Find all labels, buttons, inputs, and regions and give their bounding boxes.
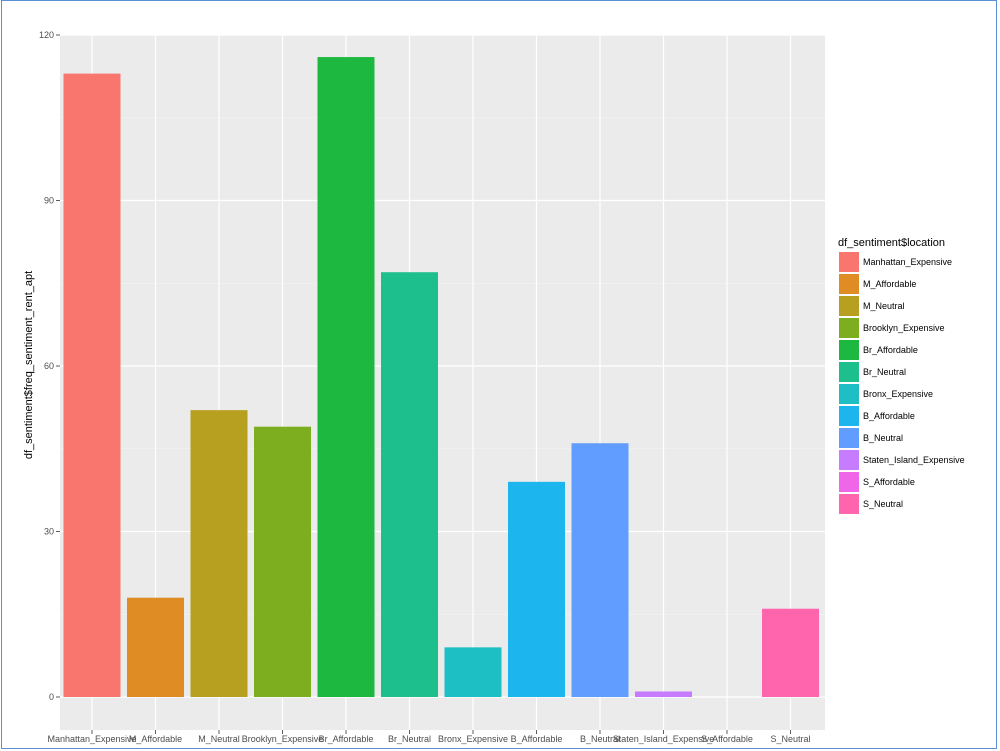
y-axis: 0 30 60 90 120 xyxy=(39,30,60,702)
legend-label: B_Neutral xyxy=(863,433,903,443)
legend-label: Manhattan_Expensive xyxy=(863,257,952,267)
grid-minor xyxy=(60,117,825,615)
x-tick-label: M_Affordable xyxy=(129,734,182,744)
y-tick-label: 120 xyxy=(39,30,54,40)
legend-key xyxy=(839,406,859,426)
legend-key xyxy=(839,384,859,404)
legend-key xyxy=(839,274,859,294)
legend-items: Manhattan_Expensive M_Affordable M_Neutral… xyxy=(839,252,965,514)
legend-label: M_Neutral xyxy=(863,301,905,311)
legend: df_sentiment$location Manhattan_Expensiv… xyxy=(838,237,965,514)
legend-key xyxy=(839,318,859,338)
legend-label: S_Affordable xyxy=(863,477,915,487)
legend-key xyxy=(839,296,859,316)
bar-s-neutral xyxy=(762,608,819,697)
bar-bronx-expensive xyxy=(444,647,502,697)
bar-b-neutral xyxy=(571,443,629,697)
bar-br-affordable xyxy=(317,57,375,698)
x-tick-label: Br_Neutral xyxy=(388,734,431,744)
legend-label: Brooklyn_Expensive xyxy=(863,323,945,333)
y-axis-title: df_sentiment$freq_sentiment_rent_apt xyxy=(23,271,35,459)
legend-label: B_Affordable xyxy=(863,411,915,421)
y-tick-label: 60 xyxy=(44,361,54,371)
x-tick-label: B_Neutral xyxy=(580,734,620,744)
legend-label: Br_Neutral xyxy=(863,367,906,377)
bar-brooklyn-expensive xyxy=(254,426,311,697)
y-tick-label: 90 xyxy=(44,196,54,206)
x-tick-label: B_Affordable xyxy=(511,734,563,744)
legend-label: Staten_Island_Expensive xyxy=(863,455,965,465)
legend-label: Br_Affordable xyxy=(863,345,918,355)
legend-label: S_Neutral xyxy=(863,499,903,509)
bar-m-affordable xyxy=(127,597,184,697)
legend-key xyxy=(839,340,859,360)
legend-title: df_sentiment$location xyxy=(838,237,945,249)
x-tick-label: S_Affordable xyxy=(701,734,753,744)
bar-br-neutral xyxy=(381,272,438,697)
legend-key xyxy=(839,252,859,272)
x-tick-label: M_Neutral xyxy=(198,734,240,744)
legend-key xyxy=(839,450,859,470)
legend-label: M_Affordable xyxy=(863,279,916,289)
legend-key xyxy=(839,362,859,382)
y-tick-label: 0 xyxy=(49,692,54,702)
bar-staten-island-expensive xyxy=(635,691,692,697)
x-tick-label: Manhattan_Expensive xyxy=(47,734,136,744)
x-tick-label: Brooklyn_Expensive xyxy=(242,734,324,744)
x-tick-label: S_Neutral xyxy=(770,734,810,744)
bar-m-neutral xyxy=(190,410,248,697)
legend-key xyxy=(839,428,859,448)
bar-b-affordable xyxy=(508,481,565,697)
x-tick-label: Staten_Island_Expensive xyxy=(613,734,715,744)
legend-key xyxy=(839,494,859,514)
legend-key xyxy=(839,472,859,492)
y-tick-label: 30 xyxy=(44,527,54,537)
x-tick-label: Bronx_Expensive xyxy=(438,734,508,744)
legend-label: Bronx_Expensive xyxy=(863,389,933,399)
bar-manhattan-expensive xyxy=(63,73,121,697)
x-tick-label: Br_Affordable xyxy=(319,734,374,744)
bars xyxy=(63,57,819,698)
